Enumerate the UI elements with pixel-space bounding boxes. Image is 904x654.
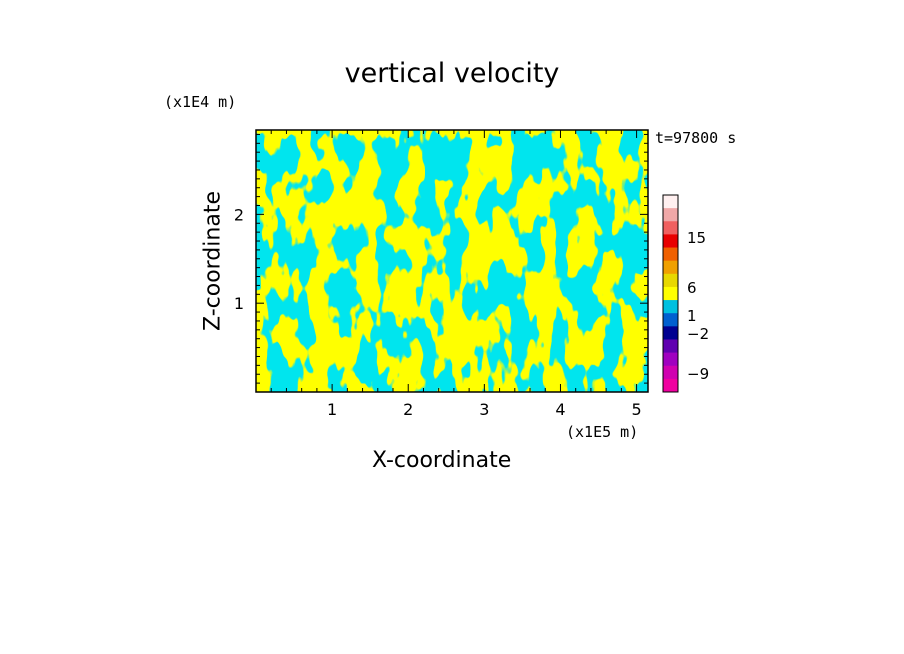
plot-frame: [255, 129, 649, 393]
velocity-field: [256, 130, 648, 392]
colorbar-swatch: [663, 208, 678, 222]
z-unit-label: (x1E4 m): [164, 93, 237, 111]
colorbar: 15 6 1−2 −9: [662, 194, 709, 393]
x-tick-label: 4: [555, 400, 565, 419]
colorbar-swatch: [663, 234, 678, 249]
colorbar-swatch: [663, 221, 678, 235]
field-negative-regions: [256, 130, 648, 392]
colorbar-swatch: [663, 195, 678, 209]
colorbar-label: 15: [687, 229, 706, 247]
colorbar-swatch: [663, 339, 678, 354]
colorbar-swatch: [663, 352, 678, 367]
y-tick-label: 1: [234, 294, 244, 313]
colorbar-swatch: [663, 260, 678, 275]
colorbar-swatch: [663, 300, 678, 314]
x-tick-label: 3: [479, 400, 489, 419]
y-tick-label: 2: [234, 205, 244, 224]
colorbar-frame: [662, 194, 679, 393]
colorbar-swatch: [663, 326, 678, 340]
colorbar-swatch: [663, 313, 678, 327]
x-tick-label: 5: [631, 400, 641, 419]
colorbar-label: 1: [687, 307, 697, 325]
time-label: t=97800 s: [655, 129, 737, 147]
colorbar-label: −9: [687, 365, 709, 383]
x-tick-label: 2: [403, 400, 413, 419]
colorbar-swatch: [663, 365, 678, 380]
colorbar-swatch: [663, 273, 678, 288]
colorbar-label: −2: [687, 325, 709, 343]
colorbar-swatch: [663, 378, 678, 393]
colorbar-swatch: [663, 286, 678, 301]
x-unit-label: (x1E5 m): [566, 423, 639, 441]
chart-title: vertical velocity: [344, 58, 560, 89]
colorbar-label: 6: [687, 279, 697, 297]
x-axis-label: X-coordinate: [372, 448, 512, 473]
colorbar-swatch: [663, 247, 678, 262]
x-tick-label: 1: [327, 400, 337, 419]
